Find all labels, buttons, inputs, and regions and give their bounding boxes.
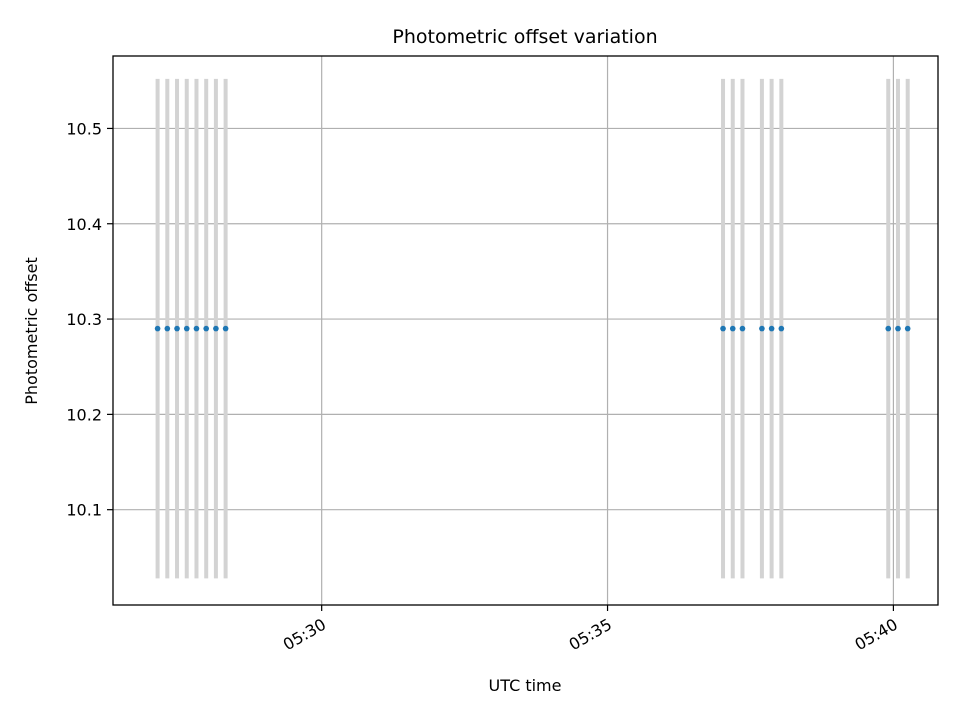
chart-title: Photometric offset variation (392, 26, 657, 48)
y-tick-label: 10.3 (66, 310, 102, 329)
data-point (768, 325, 775, 332)
data-point (174, 325, 180, 332)
y-tick-label: 10.1 (66, 501, 102, 520)
y-axis-ticks: 10.1 10.2 10.3 10.4 10.5 (66, 119, 113, 520)
grid-layer (113, 56, 938, 605)
data-point (904, 325, 911, 332)
data-point (154, 325, 161, 332)
y-tick-label: 10.4 (66, 215, 102, 234)
point-layer (154, 325, 911, 332)
y-tick-label: 10.5 (66, 119, 102, 138)
data-point (203, 325, 209, 332)
y-axis-label: Photometric offset (22, 257, 41, 405)
y-tick-label: 10.2 (66, 405, 102, 424)
data-point (729, 325, 736, 332)
data-point (164, 325, 171, 332)
data-point (213, 325, 219, 332)
data-point (895, 325, 901, 332)
data-point (759, 325, 765, 332)
data-point (885, 325, 892, 332)
x-axis-label: UTC time (489, 676, 562, 695)
data-point (739, 325, 746, 332)
data-point (193, 325, 200, 332)
data-point (222, 325, 229, 332)
data-point (778, 325, 785, 332)
plot-frame (112, 55, 939, 606)
data-point (183, 325, 190, 332)
data-point (720, 325, 726, 332)
